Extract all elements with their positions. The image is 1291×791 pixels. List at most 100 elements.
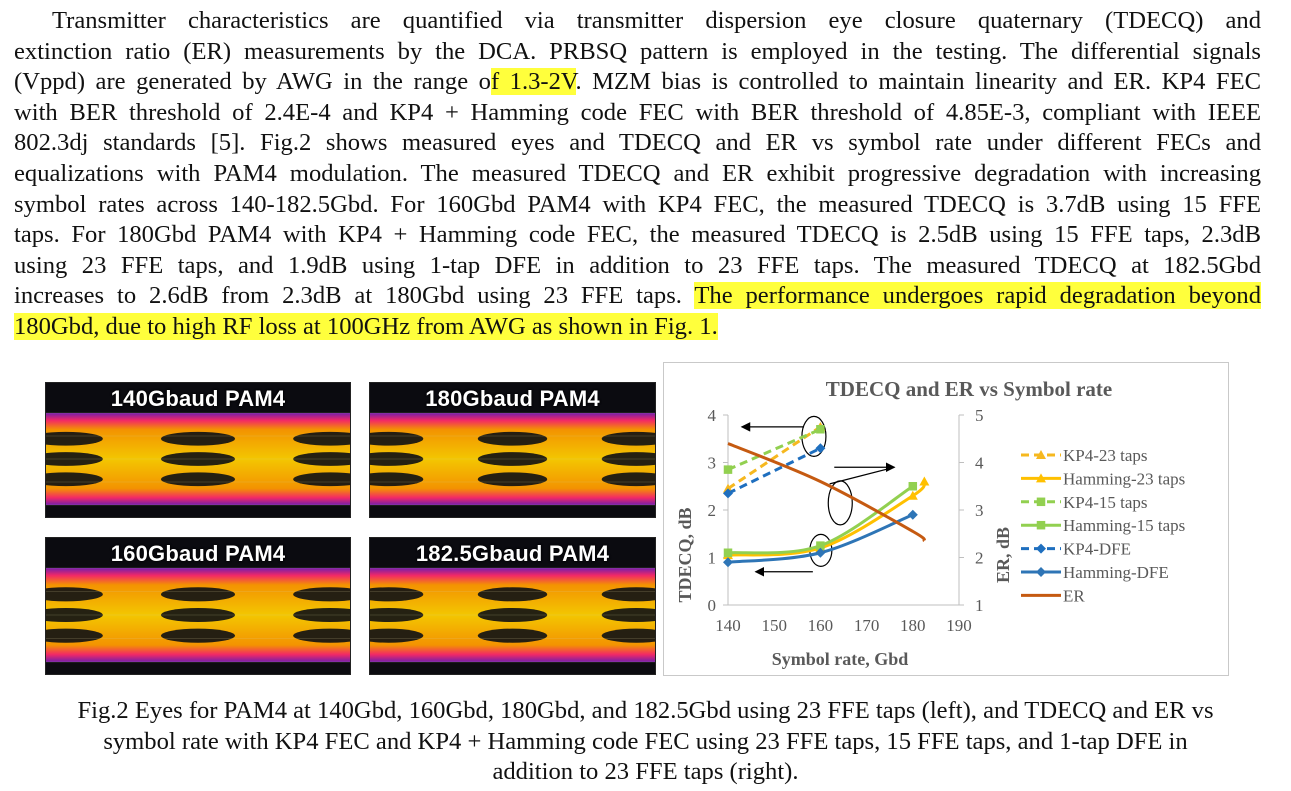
data-point	[907, 490, 918, 500]
series-kp4-15-taps	[723, 425, 825, 474]
y-axis-label: TDECQ, dB	[675, 507, 695, 602]
chart-svg: TDECQ and ER vs Symbol rate TDECQ, dB ER…	[675, 377, 1185, 669]
x-axis-label: Symbol rate, Gbd	[772, 649, 909, 669]
y2-tick-label: 4	[975, 454, 984, 473]
eye-trace-band	[370, 412, 655, 506]
paragraph-line: using 23 FFE taps, and 1.9dB using 1-tap…	[14, 251, 1261, 279]
eye-opening	[370, 628, 424, 643]
data-point	[816, 541, 825, 550]
eye-trace-band	[46, 567, 350, 663]
body-paragraph: Transmitter characteristics are quantifi…	[14, 6, 1261, 343]
paragraph-line: Transmitter characteristics are quantifi…	[52, 7, 1261, 34]
eye-opening	[46, 431, 103, 446]
series-kp4-23-taps	[723, 421, 826, 493]
eye-opening	[160, 472, 236, 487]
chart-legend: KP4-23 taps Hamming-23 taps KP4-15 taps Ham…	[1021, 446, 1185, 605]
x-tick-label: 150	[761, 616, 787, 635]
y-tick-label: 0	[708, 596, 717, 615]
eye-opening	[293, 607, 350, 623]
data-point	[723, 557, 733, 568]
legend-label: Hamming-15 taps	[1063, 516, 1185, 535]
legend-label: KP4-23 taps	[1063, 446, 1148, 465]
eye-opening	[477, 607, 548, 623]
x-tick-label: 170	[854, 616, 880, 635]
eye-pattern-image	[370, 383, 655, 517]
data-point	[815, 443, 826, 454]
eye-opening	[601, 472, 655, 487]
eye-opening	[293, 628, 350, 643]
paragraph-line: 802.3dj standards [5]. Fig.2 shows measu…	[14, 129, 1261, 157]
eye-opening	[46, 587, 103, 602]
eye-opening	[293, 431, 350, 446]
eye-opening	[370, 607, 424, 623]
series-kp4-dfe	[723, 443, 826, 499]
data-point	[1036, 543, 1046, 554]
eye-opening	[160, 628, 236, 643]
y2-tick-label: 5	[975, 406, 984, 425]
data-point	[1036, 473, 1046, 483]
highlighted-text: f 1.3-2V	[490, 68, 576, 96]
paragraph-line: extinction ratio (ER) measurements by th…	[14, 37, 1261, 65]
eye-pattern-image	[46, 538, 350, 674]
legend-label: KP4-15 taps	[1063, 493, 1148, 512]
x-tick-label: 190	[946, 616, 972, 635]
data-point	[723, 488, 733, 499]
legend-label: ER	[1063, 586, 1085, 605]
eye-opening	[46, 628, 103, 643]
caption-line: symbol rate with KP4 FEC and KP4 + Hammi…	[103, 727, 1188, 755]
legend-item: Hamming-DFE	[1021, 563, 1169, 582]
eye-trace-band	[46, 412, 350, 506]
eye-opening	[370, 452, 424, 466]
y2-tick-label: 1	[975, 596, 984, 615]
paragraph-line: equalizations with PAM4 modulation. The …	[14, 159, 1261, 187]
series-er	[727, 442, 926, 543]
x-tick-label: 140	[715, 616, 741, 635]
data-point	[919, 476, 930, 486]
paragraph-line: (Vppd) are generated by AWG in the range…	[14, 67, 1261, 98]
eye-opening	[477, 431, 548, 446]
legend-item: Hamming-23 taps	[1021, 469, 1185, 488]
eye-pattern-image	[370, 538, 655, 674]
eye-pattern-image	[46, 383, 350, 517]
y-tick-label: 3	[708, 454, 717, 473]
caption-line: addition to 23 FFE taps (right).	[492, 758, 799, 786]
y-tick-label: 4	[708, 406, 717, 425]
series-hamming-15-taps	[723, 482, 918, 557]
caption-line: Fig.2 Eyes for PAM4 at 140Gbd, 160Gbd, 1…	[77, 697, 1214, 724]
eye-diagram-180gbaud: 180Gbaud PAM4	[369, 382, 656, 518]
legend-label: Hamming-23 taps	[1063, 469, 1185, 488]
eye-opening	[477, 472, 548, 487]
eye-opening	[477, 452, 548, 466]
eye-opening	[160, 431, 236, 446]
legend-label: KP4-DFE	[1063, 540, 1131, 559]
legend-label: Hamming-DFE	[1063, 563, 1169, 582]
highlighted-text: 180Gbd, due to high RF loss at 100GHz fr…	[14, 312, 718, 340]
paragraph-text: . MZM bias is controlled to maintain lin…	[575, 68, 1262, 96]
series-line	[727, 480, 926, 557]
paragraph-text: increases to 2.6dB from 2.3dB at 180Gbd …	[14, 282, 695, 310]
series-line	[727, 446, 822, 495]
eye-opening	[46, 607, 103, 623]
legend-item: KP4-23 taps	[1021, 446, 1148, 465]
eye-opening	[46, 472, 103, 487]
eye-label: 140Gbaud PAM4	[110, 386, 286, 411]
eye-opening	[601, 628, 655, 643]
x-tick-label: 160	[808, 616, 834, 635]
eye-opening	[601, 452, 655, 466]
y-tick-label: 2	[708, 501, 717, 520]
eye-opening	[370, 472, 424, 487]
data-point	[1036, 520, 1046, 530]
paragraph-line: symbol rates across 140-182.5Gbd. For 16…	[14, 190, 1261, 218]
eye-opening	[160, 452, 236, 466]
eye-diagram-182-5gbaud: 182.5Gbaud PAM4	[369, 537, 656, 675]
data-point	[815, 547, 826, 558]
eye-opening	[293, 472, 350, 487]
eye-opening	[160, 587, 236, 602]
eye-opening	[601, 607, 655, 623]
chart-plot-area	[723, 421, 930, 568]
eye-opening	[601, 431, 655, 446]
data-point	[723, 465, 733, 474]
legend-item: ER	[1021, 586, 1085, 605]
y-tick-label: 1	[708, 549, 717, 568]
eye-opening	[293, 587, 350, 602]
